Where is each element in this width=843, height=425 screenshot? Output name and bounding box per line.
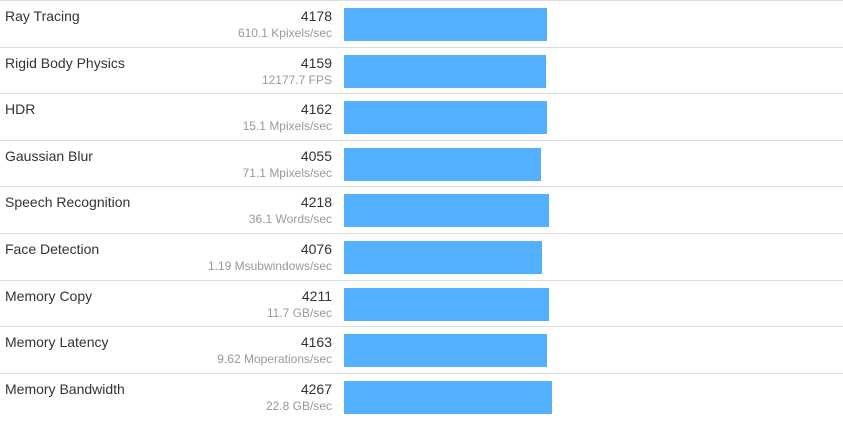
- table-row: Speech Recognition 4218 36.1 Words/sec: [0, 187, 843, 234]
- benchmark-name: Gaussian Blur: [5, 147, 93, 164]
- score-bar-track: [344, 240, 843, 274]
- score-bar: [344, 54, 547, 88]
- benchmark-name: Ray Tracing: [5, 8, 80, 24]
- benchmark-name: HDR: [5, 101, 36, 118]
- table-row: Memory Copy 4211 11.7 GB/sec: [0, 281, 843, 328]
- benchmark-detail: 15.1 Mpixels/sec: [242, 119, 332, 134]
- score-bar-track: [344, 380, 843, 414]
- table-row: Memory Latency 4163 9.62 Moperations/sec: [0, 327, 843, 374]
- benchmark-detail: 610.1 Kpixels/sec: [237, 26, 332, 40]
- table-row: Rigid Body Physics 4159 12177.7 FPS: [0, 48, 843, 95]
- score-bar-track: [344, 147, 843, 181]
- benchmark-score: 4162: [300, 101, 332, 118]
- score-bar: [344, 287, 549, 321]
- benchmark-score: 4163: [300, 334, 332, 351]
- benchmark-score: 4055: [300, 147, 332, 164]
- score-bar-track: [344, 8, 843, 41]
- score-bar-track: [344, 287, 843, 321]
- score-bar: [344, 334, 547, 368]
- score-bar: [344, 147, 542, 181]
- table-row: Gaussian Blur 4055 71.1 Mpixels/sec: [0, 141, 843, 188]
- score-bar: [344, 101, 547, 135]
- table-row: Face Detection 4076 1.19 Msubwindows/sec: [0, 234, 843, 281]
- score-bar: [344, 380, 552, 414]
- benchmark-detail: 71.1 Mpixels/sec: [242, 165, 332, 180]
- benchmark-score: 4218: [300, 194, 332, 211]
- benchmark-detail: 1.19 Msubwindows/sec: [207, 258, 332, 273]
- score-bar-track: [344, 54, 843, 88]
- benchmark-detail: 36.1 Words/sec: [248, 212, 332, 227]
- benchmark-name: Memory Bandwidth: [5, 380, 125, 397]
- benchmark-score: 4267: [300, 380, 332, 397]
- benchmark-score: 4178: [300, 8, 332, 24]
- score-bar-track: [344, 194, 843, 228]
- benchmark-name: Rigid Body Physics: [5, 54, 125, 71]
- benchmark-detail: 12177.7 FPS: [261, 72, 332, 87]
- benchmark-name: Memory Latency: [5, 334, 109, 351]
- table-row: Memory Bandwidth 4267 22.8 GB/sec: [0, 374, 843, 421]
- score-bar: [344, 194, 550, 228]
- benchmark-detail: 9.62 Moperations/sec: [217, 352, 332, 367]
- score-bar: [344, 8, 548, 41]
- benchmark-name: Face Detection: [5, 240, 100, 257]
- benchmark-name: Memory Copy: [5, 287, 93, 304]
- benchmark-detail: 11.7 GB/sec: [266, 305, 332, 320]
- benchmark-detail: 22.8 GB/sec: [265, 398, 332, 413]
- benchmark-score: 4076: [300, 240, 332, 257]
- benchmark-score: 4159: [300, 54, 332, 71]
- score-bar: [344, 240, 543, 274]
- benchmark-score: 4211: [301, 287, 332, 304]
- score-bar-track: [344, 334, 843, 368]
- table-row: Ray Tracing 4178 610.1 Kpixels/sec: [0, 1, 843, 48]
- benchmark-name: Speech Recognition: [5, 194, 131, 211]
- score-bar-track: [344, 101, 843, 135]
- table-row: HDR 4162 15.1 Mpixels/sec: [0, 94, 843, 141]
